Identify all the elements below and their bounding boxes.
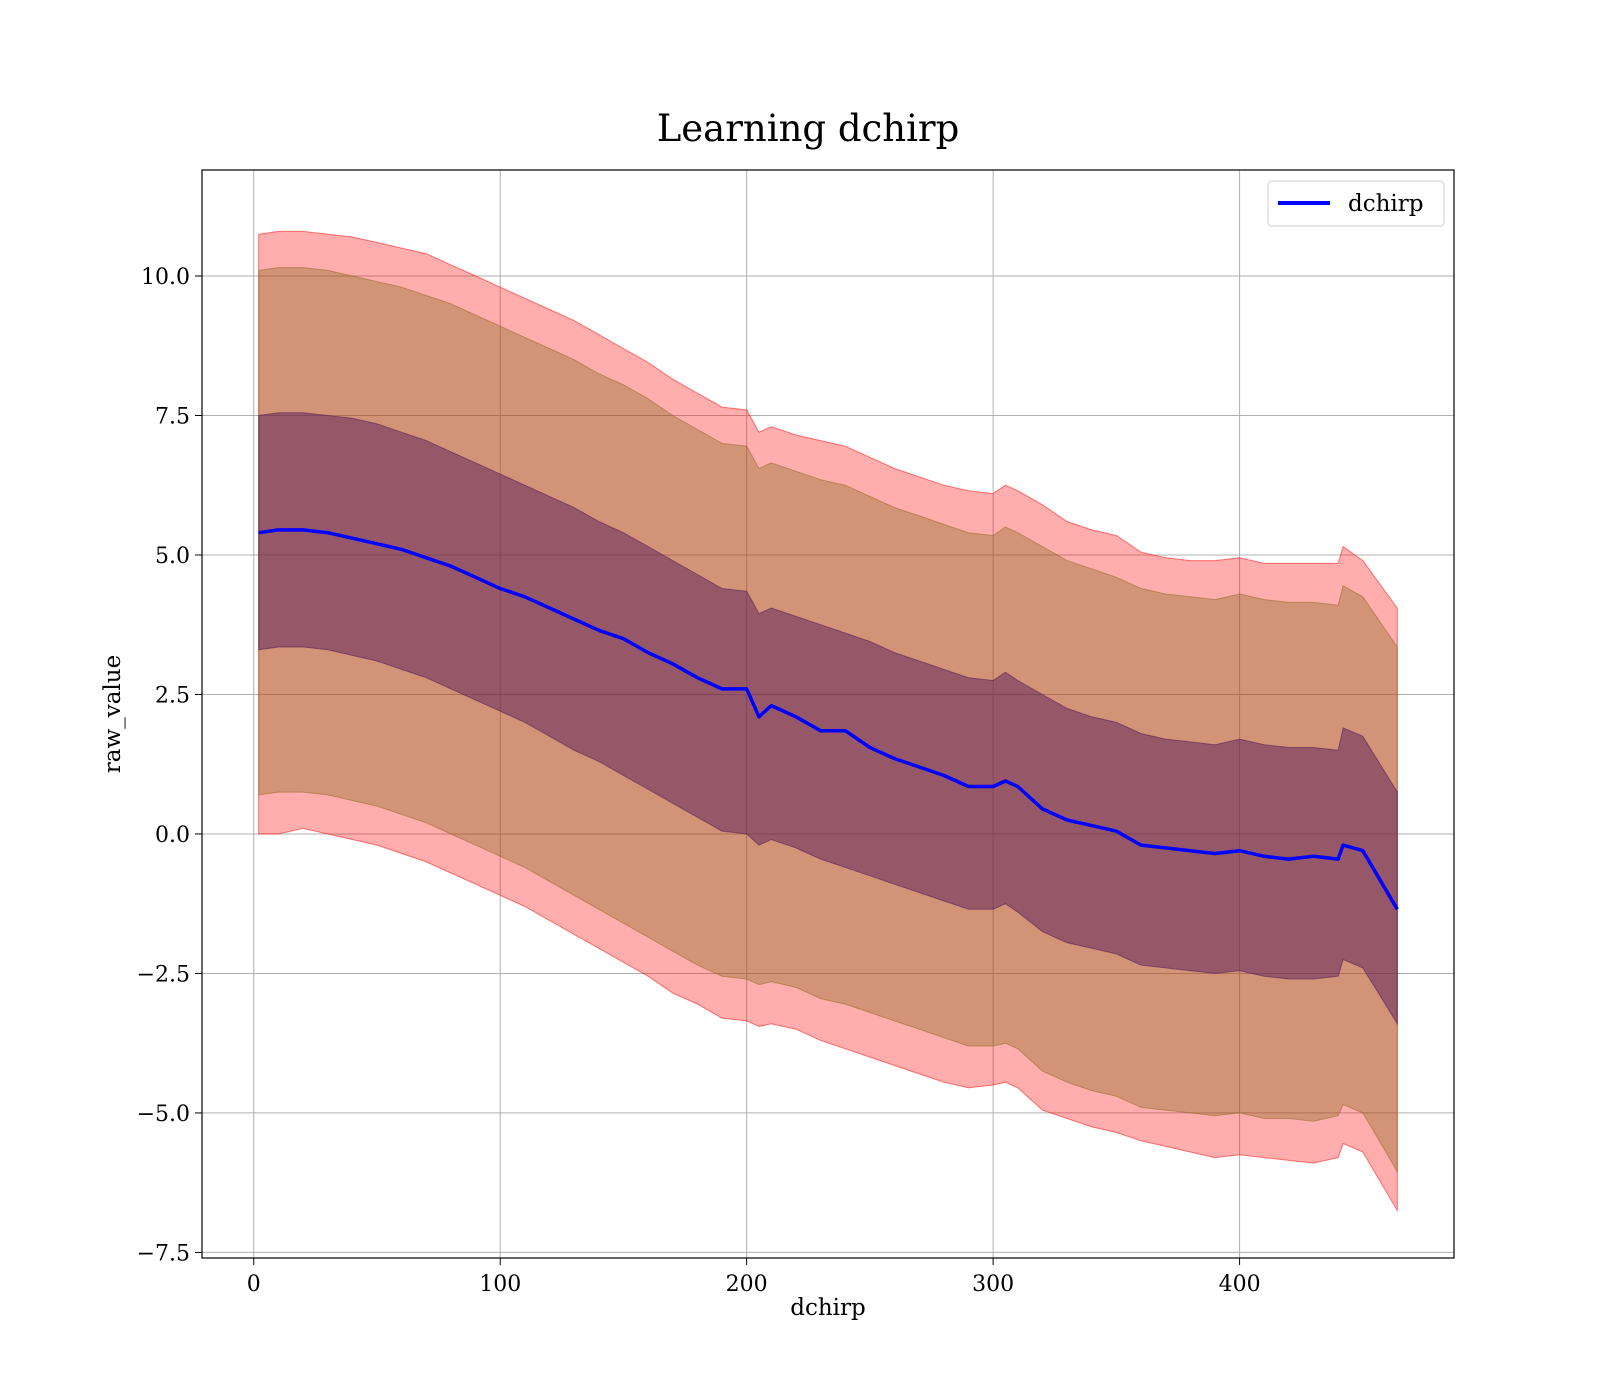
y-axis-label: raw_value xyxy=(100,655,126,773)
y-tick-label: 5.0 xyxy=(155,544,190,569)
legend-label-dchirp: dchirp xyxy=(1348,191,1424,217)
plot-frame xyxy=(201,169,1455,1259)
legend-box xyxy=(1267,180,1445,227)
y-tick-label: 7.5 xyxy=(155,404,190,429)
legend: dchirp xyxy=(1267,180,1445,227)
x-tick-label: 200 xyxy=(726,1272,768,1297)
y-axis-ticks: −7.5 −5.0 −2.5 0.0 2.5 5.0 7.5 10.0 xyxy=(137,265,202,1266)
x-axis-label: dchirp xyxy=(790,1295,866,1321)
chart-title: Learning dchirp xyxy=(657,107,960,150)
series-lines xyxy=(258,528,1399,911)
y-tick-label: −7.5 xyxy=(137,1241,190,1266)
y-tick-label: −5.0 xyxy=(137,1102,190,1127)
x-tick-label: 400 xyxy=(1219,1272,1261,1297)
x-tick-label: 300 xyxy=(972,1272,1014,1297)
x-axis-ticks: 0 100 200 300 400 xyxy=(247,1258,1261,1297)
x-tick-label: 0 xyxy=(247,1272,261,1297)
y-tick-label: −2.5 xyxy=(137,962,190,987)
y-tick-label: 0.0 xyxy=(155,823,190,848)
band-area xyxy=(258,412,1398,1026)
y-tick-label: 10.0 xyxy=(141,265,190,290)
y-tick-label: 2.5 xyxy=(155,683,190,708)
std-bands xyxy=(258,230,1398,1213)
x-tick-label: 100 xyxy=(479,1272,521,1297)
grid xyxy=(202,170,1454,1258)
band-area xyxy=(258,230,1398,1213)
series-line-dchirp xyxy=(258,528,1399,911)
